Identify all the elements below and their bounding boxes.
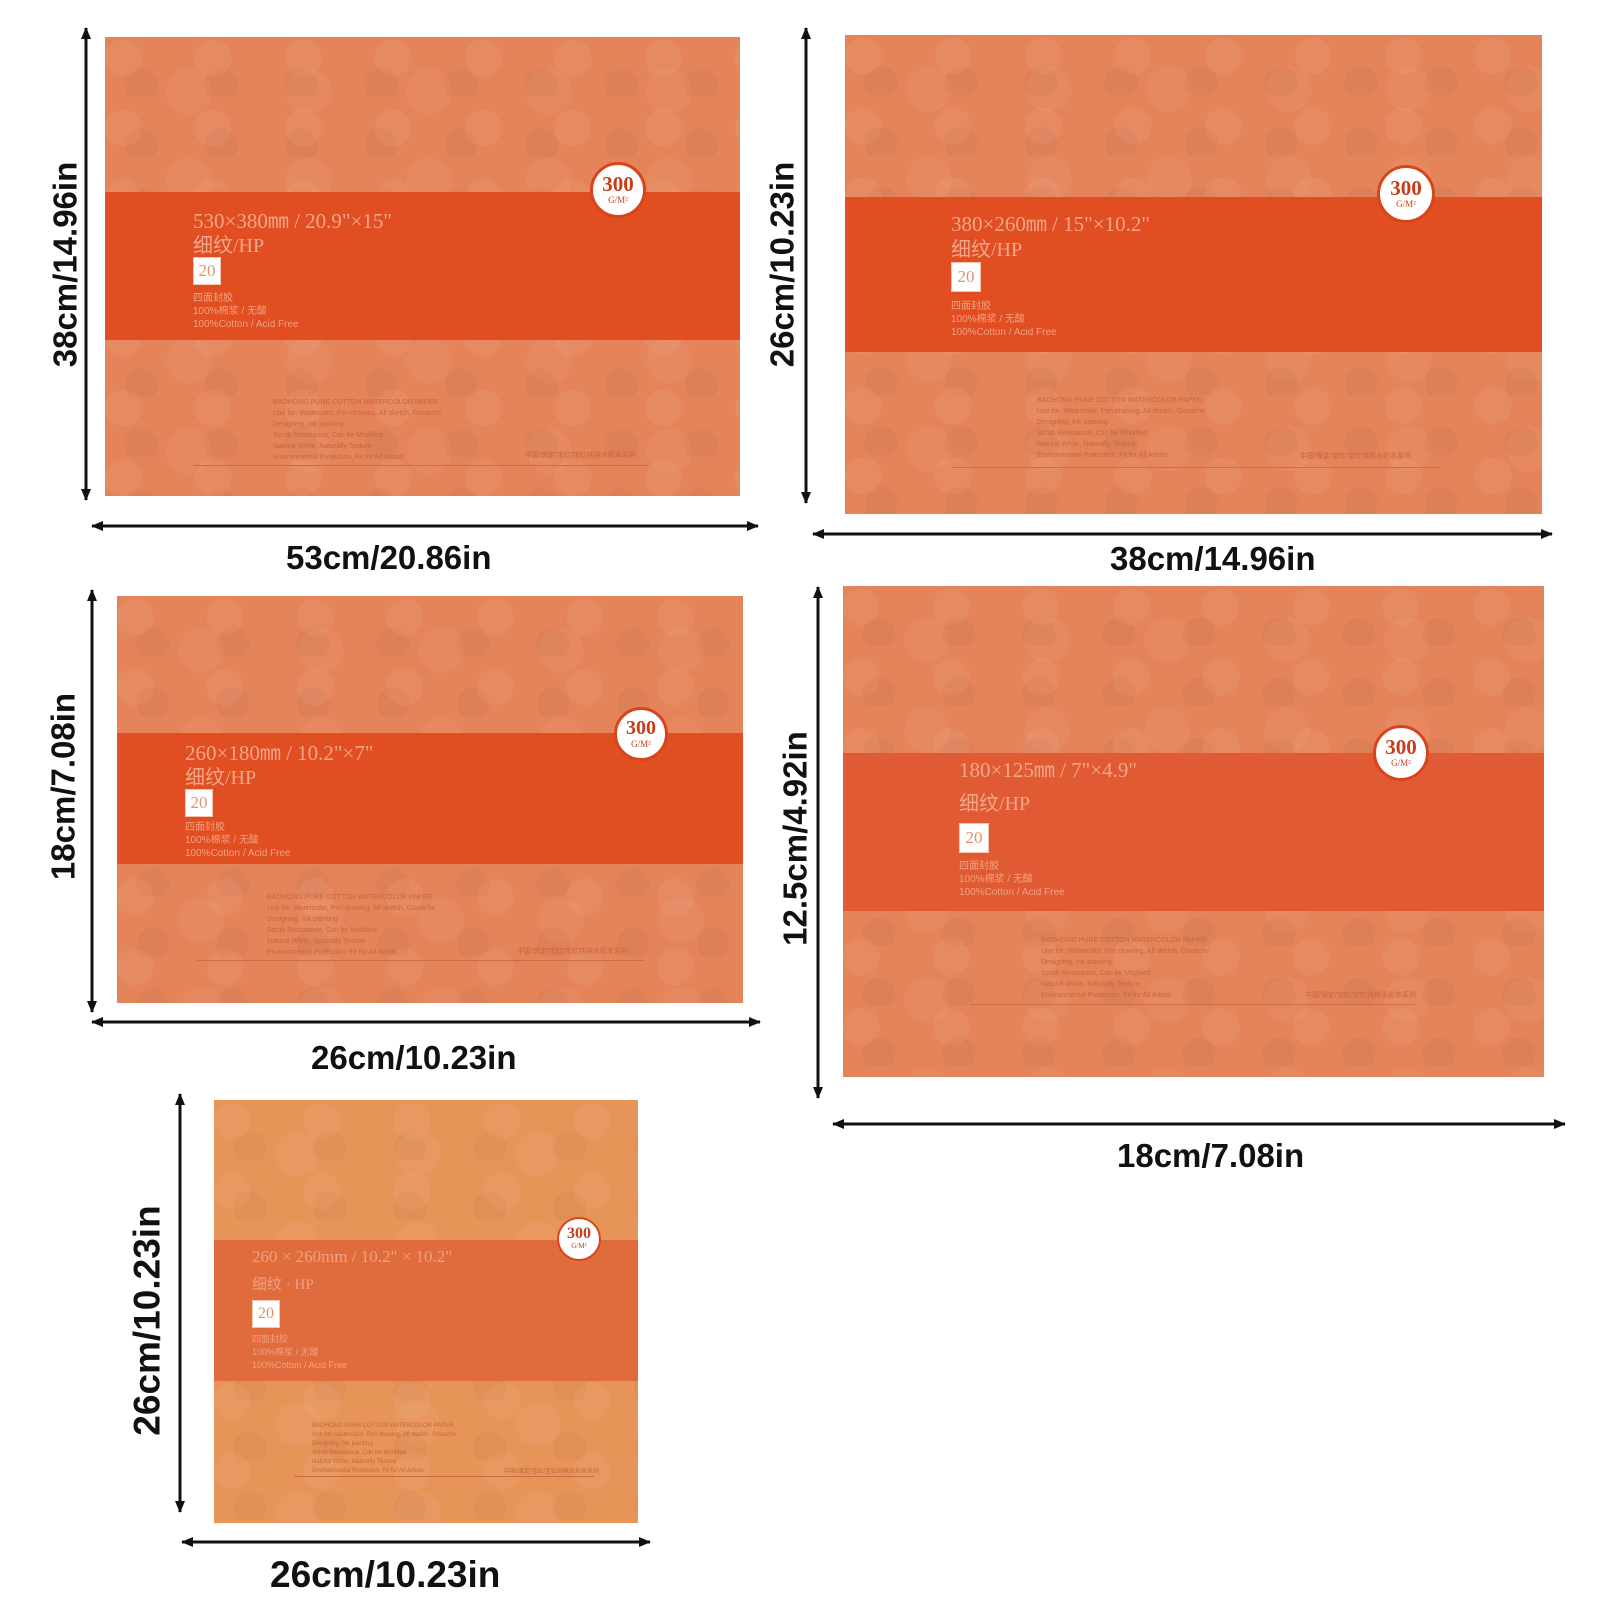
pad-texture-text: 细纹 · HP [252, 1277, 314, 1293]
pad2-height-label: 26cm/10.23in [763, 161, 801, 368]
sheet-count-box: 20 [185, 789, 213, 817]
sheet-count-box: 20 [252, 1300, 280, 1328]
pad-spec-lines: 四面封胶 100%棉浆 / 无酸 100%Cotton / Acid Free [959, 861, 1065, 898]
brand-line: 中国/保定/宝虹/宝虹纯棉水彩本系列 [1305, 992, 1416, 999]
fine-rule [197, 960, 645, 961]
fine-rule [971, 1004, 1415, 1005]
pad-size-text: 530×380㎜ / 20.9"×15" [193, 209, 392, 233]
gsm-badge: 300 G/M² [1377, 165, 1435, 223]
fine-print: BAOHONG PURE COTTON WATERCOLOR PAPER Use… [1037, 397, 1206, 459]
pad-texture-text: 细纹/HP [959, 793, 1031, 815]
watercolor-pad-380x260: 380×260㎜ / 15"×10.2" 细纹/HP 20 四面封胶 100%棉浆… [845, 35, 1542, 514]
pad5-height-label: 26cm/10.23in [126, 1205, 168, 1436]
pad-spec-lines: 四面封胶 100%棉浆 / 无酸 100%Cotton / Acid Free [252, 1334, 348, 1370]
fine-print: BAOHONG PURE COTTON WATERCOLOR PAPER Use… [312, 1423, 457, 1474]
pad-spec-lines: 四面封胶 100%棉浆 / 无酸 100%Cotton / Acid Free [951, 301, 1057, 338]
fine-rule [294, 1476, 594, 1477]
pad-spec-lines: 四面封胶 100%棉浆 / 无酸 100%Cotton / Acid Free [193, 293, 299, 330]
fine-print: BAOHONG PURE COTTON WATERCOLOR PAPER Use… [1041, 937, 1210, 999]
watercolor-pad-530x380: 530×380㎜ / 20.9"×15" 细纹/HP 20 四面封胶 100%棉浆… [105, 37, 740, 496]
watercolor-pad-260x260: 260 × 260mm / 10.2" × 10.2" 细纹 · HP 20 四… [214, 1100, 638, 1523]
pad5-width-label: 26cm/10.23in [270, 1554, 501, 1595]
pad-size-text: 380×260㎜ / 15"×10.2" [951, 212, 1150, 236]
brand-line: 中国/保定/宝虹/宝虹纯棉水彩本系列 [517, 948, 628, 955]
pad4-width-label: 18cm/7.08in [1117, 1137, 1305, 1174]
pad-size-text: 260 × 260mm / 10.2" × 10.2" [252, 1247, 453, 1266]
pad-texture-text: 细纹/HP [185, 767, 257, 789]
sheet-count-box: 20 [193, 257, 221, 285]
gsm-badge: 300 G/M² [614, 707, 668, 761]
pad-size-text: 180×125㎜ / 7"×4.9" [959, 758, 1137, 782]
pad2-width-label: 38cm/14.96in [1110, 540, 1316, 577]
sheet-count-box: 20 [959, 823, 989, 853]
fine-rule [951, 467, 1439, 468]
fine-print: BAOHONG PURE COTTON WATERCOLOR PAPER Use… [267, 894, 436, 956]
pad-spec-lines: 四面封胶 100%棉浆 / 无酸 100%Cotton / Acid Free [185, 822, 291, 859]
watercolor-pad-180x125: 180×125㎜ / 7"×4.9" 细纹/HP 20 四面封胶 100%棉浆 /… [843, 586, 1544, 1077]
pad-texture-text: 细纹/HP [951, 239, 1023, 261]
pad3-width-label: 26cm/10.23in [311, 1039, 517, 1076]
pad-band [214, 1240, 638, 1381]
sheet-count-box: 20 [951, 262, 981, 292]
brand-line: 中国/保定/宝虹/宝虹纯棉水彩本系列 [1300, 453, 1411, 460]
pad-band [845, 197, 1542, 352]
pad-texture-text: 细纹/HP [193, 235, 265, 257]
brand-line: 中国/保定/宝虹/宝虹纯棉水彩本系列 [504, 1469, 600, 1475]
pad-size-text: 260×180㎜ / 10.2"×7" [185, 741, 374, 765]
pad3-height-label: 18cm/7.08in [44, 692, 82, 881]
watercolor-pad-260x180: 260×180㎜ / 10.2"×7" 细纹/HP 20 四面封胶 100%棉浆 … [117, 596, 743, 1003]
pad-band [843, 753, 1544, 911]
fine-print: BAOHONG PURE COTTON WATERCOLOR PAPER Use… [273, 399, 442, 461]
pad1-height-label: 38cm/14.96in [46, 161, 84, 368]
gsm-badge: 300 G/M² [590, 162, 646, 218]
pad4-height-label: 12.5cm/4.92in [776, 731, 814, 946]
gsm-badge: 300 G/M² [557, 1217, 601, 1261]
pad1-width-label: 53cm/20.86in [286, 539, 492, 576]
brand-line: 中国/保定/宝虹/宝虹纯棉水彩本系列 [525, 452, 636, 459]
fine-rule [193, 465, 648, 466]
gsm-badge: 300 G/M² [1373, 725, 1429, 781]
